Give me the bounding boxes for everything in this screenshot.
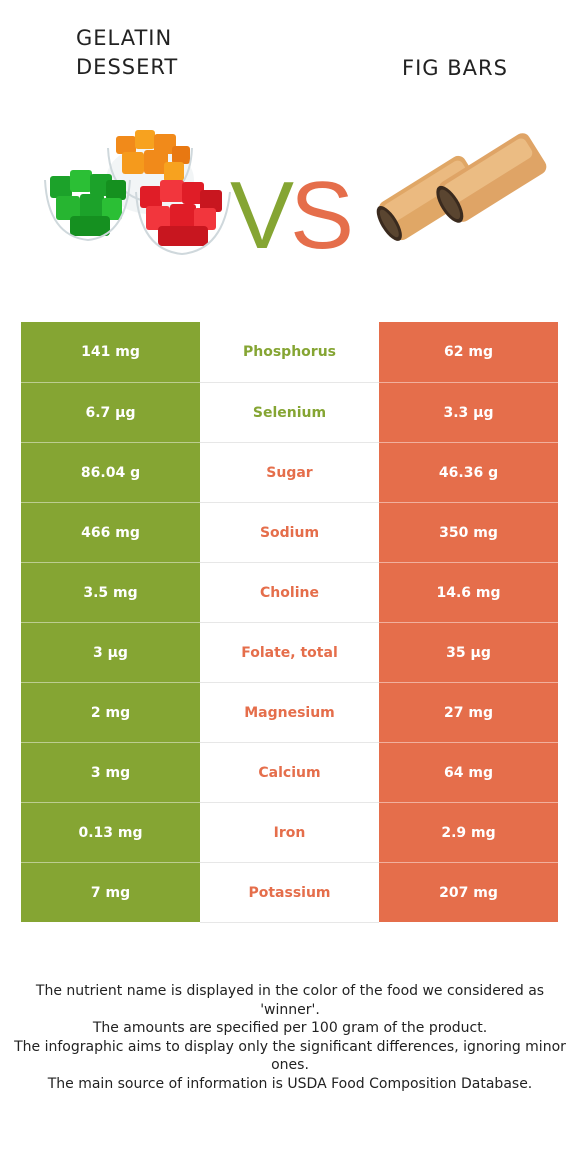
nutrient-name-cell: Sugar (200, 442, 379, 502)
table-row: 6.7 µg Selenium 3.3 µg (21, 382, 558, 442)
right-value-cell: 62 mg (379, 322, 558, 382)
right-value-cell: 3.3 µg (379, 382, 558, 442)
nutrient-name-cell: Folate, total (200, 622, 379, 682)
fig-bars-image (376, 133, 547, 241)
right-food-title: FIG BARS (402, 56, 508, 80)
footnotes: The nutrient name is displayed in the co… (12, 982, 568, 1093)
table-bottom-rule (200, 922, 379, 923)
footnote-winner-color: The nutrient name is displayed in the co… (35, 983, 545, 1018)
left-value-cell: 466 mg (21, 502, 200, 562)
nutrient-comparison-table: 141 mg Phosphorus 62 mg 6.7 µg Selenium 3.3 µ… (21, 322, 558, 923)
left-value-cell: 86.04 g (21, 442, 200, 502)
table-row: 86.04 g Sugar 46.36 g (21, 442, 558, 502)
left-value-cell: 6.7 µg (21, 382, 200, 442)
nutrient-name-cell: Iron (200, 802, 379, 862)
left-food-title-line1: GELATIN (76, 26, 173, 50)
right-value-cell: 350 mg (379, 502, 558, 562)
table-row: 3 mg Calcium 64 mg (21, 742, 558, 802)
nutrient-name-cell: Calcium (200, 742, 379, 802)
table-row: 466 mg Sodium 350 mg (21, 502, 558, 562)
left-value-cell: 3.5 mg (21, 562, 200, 622)
left-value-cell: 0.13 mg (21, 802, 200, 862)
right-value-cell: 64 mg (379, 742, 558, 802)
table-row: 141 mg Phosphorus 62 mg (21, 322, 558, 382)
nutrient-name-cell: Sodium (200, 502, 379, 562)
table-row: 3.5 mg Choline 14.6 mg (21, 562, 558, 622)
left-food-title: GELATIN DESSERT (76, 24, 236, 82)
nutrient-name-cell: Phosphorus (200, 322, 379, 382)
left-value-cell: 3 mg (21, 742, 200, 802)
table-row: 2 mg Magnesium 27 mg (21, 682, 558, 742)
left-value-cell: 7 mg (21, 862, 200, 922)
vs-s-letter: S (290, 166, 353, 256)
right-value-cell: 46.36 g (379, 442, 558, 502)
table-row: 3 µg Folate, total 35 µg (21, 622, 558, 682)
right-value-cell: 27 mg (379, 682, 558, 742)
nutrient-name-cell: Selenium (200, 382, 379, 442)
left-food-title-line2: DESSERT (76, 55, 179, 79)
table-row: 0.13 mg Iron 2.9 mg (21, 802, 558, 862)
nutrient-name-cell: Potassium (200, 862, 379, 922)
right-value-cell: 207 mg (379, 862, 558, 922)
left-value-cell: 141 mg (21, 322, 200, 382)
left-value-cell: 2 mg (21, 682, 200, 742)
right-value-cell: 35 µg (379, 622, 558, 682)
right-value-cell: 14.6 mg (379, 562, 558, 622)
nutrient-name-cell: Magnesium (200, 682, 379, 742)
gelatin-dessert-image (44, 130, 231, 256)
right-value-cell: 2.9 mg (379, 802, 558, 862)
vs-graphic: V S (230, 166, 353, 256)
footnote-significant-differences: The infographic aims to display only the… (14, 1038, 566, 1074)
nutrient-name-cell: Choline (200, 562, 379, 622)
left-value-cell: 3 µg (21, 622, 200, 682)
footnote-source: The main source of information is USDA F… (47, 1075, 533, 1092)
vs-v-letter: V (230, 166, 294, 256)
footnote-per-100g: The amounts are specified per 100 gram o… (92, 1020, 488, 1036)
table-row: 7 mg Potassium 207 mg (21, 862, 558, 922)
